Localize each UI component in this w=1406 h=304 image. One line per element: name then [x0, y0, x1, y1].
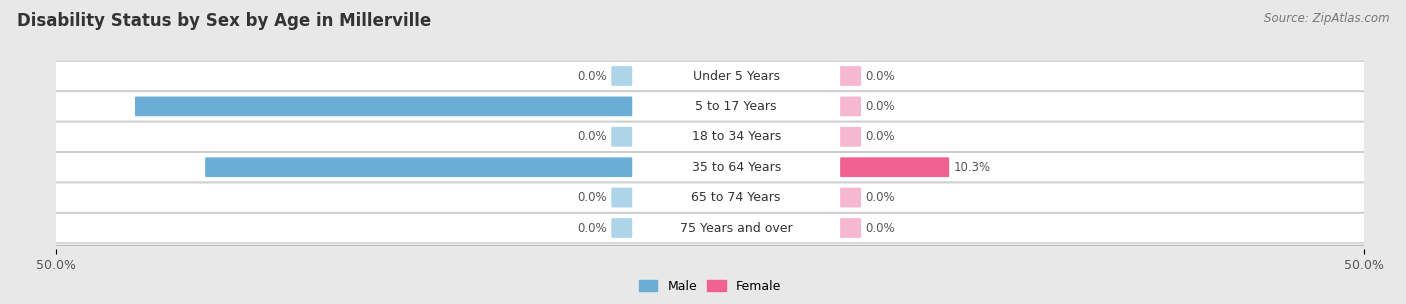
Text: 10.3%: 10.3%: [953, 161, 991, 174]
FancyBboxPatch shape: [55, 61, 1365, 91]
FancyBboxPatch shape: [612, 218, 633, 238]
Text: 0.0%: 0.0%: [576, 70, 607, 82]
FancyBboxPatch shape: [841, 127, 860, 147]
Text: 0.0%: 0.0%: [576, 191, 607, 204]
FancyBboxPatch shape: [205, 157, 633, 177]
Text: Source: ZipAtlas.com: Source: ZipAtlas.com: [1264, 12, 1389, 25]
Text: 75 Years and over: 75 Years and over: [681, 222, 793, 234]
FancyBboxPatch shape: [612, 188, 633, 208]
FancyBboxPatch shape: [55, 153, 1365, 182]
FancyBboxPatch shape: [841, 218, 860, 238]
FancyBboxPatch shape: [841, 157, 949, 177]
FancyBboxPatch shape: [55, 122, 1365, 152]
Text: Under 5 Years: Under 5 Years: [693, 70, 780, 82]
FancyBboxPatch shape: [612, 127, 633, 147]
FancyBboxPatch shape: [55, 183, 1365, 212]
Text: Disability Status by Sex by Age in Millerville: Disability Status by Sex by Age in Mille…: [17, 12, 432, 30]
Text: 0.0%: 0.0%: [866, 130, 896, 143]
FancyBboxPatch shape: [55, 213, 1365, 243]
FancyBboxPatch shape: [841, 66, 860, 86]
Legend: Male, Female: Male, Female: [634, 275, 786, 298]
FancyBboxPatch shape: [55, 92, 1365, 121]
Text: 37.0%: 37.0%: [160, 161, 201, 174]
Text: 65 to 74 Years: 65 to 74 Years: [692, 191, 780, 204]
FancyBboxPatch shape: [841, 97, 860, 116]
FancyBboxPatch shape: [612, 66, 633, 86]
Text: 35 to 64 Years: 35 to 64 Years: [692, 161, 780, 174]
Text: 0.0%: 0.0%: [866, 191, 896, 204]
Text: 43.1%: 43.1%: [90, 100, 131, 113]
Text: 0.0%: 0.0%: [866, 100, 896, 113]
Text: 0.0%: 0.0%: [576, 130, 607, 143]
FancyBboxPatch shape: [841, 188, 860, 208]
Text: 18 to 34 Years: 18 to 34 Years: [692, 130, 780, 143]
Text: 0.0%: 0.0%: [866, 222, 896, 234]
Text: 0.0%: 0.0%: [576, 222, 607, 234]
FancyBboxPatch shape: [135, 97, 633, 116]
Text: 5 to 17 Years: 5 to 17 Years: [696, 100, 778, 113]
Text: 0.0%: 0.0%: [866, 70, 896, 82]
